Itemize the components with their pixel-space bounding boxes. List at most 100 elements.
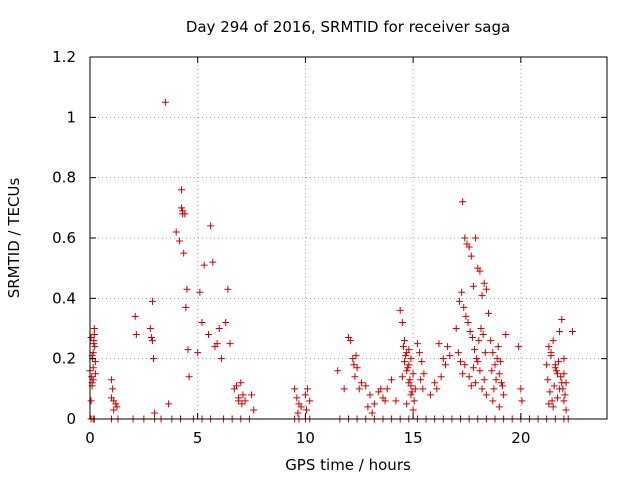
data-point: [396, 306, 404, 314]
data-point: [560, 355, 568, 363]
data-point: [404, 364, 412, 372]
data-point: [407, 355, 415, 363]
data-point: [474, 358, 482, 366]
data-point: [493, 355, 501, 363]
data-point: [406, 376, 414, 384]
data-point: [569, 328, 577, 336]
data-point: [222, 318, 230, 326]
data-point: [437, 373, 445, 381]
data-point: [435, 340, 443, 348]
data-point: [426, 391, 434, 399]
data-point: [150, 355, 158, 363]
data-point: [302, 406, 310, 414]
data-point: [557, 373, 565, 381]
data-point: [178, 186, 186, 194]
data-point: [183, 285, 191, 293]
data-point: [237, 379, 245, 387]
data-point: [370, 400, 378, 408]
data-point: [485, 309, 493, 317]
data-point: [489, 349, 497, 357]
data-point: [238, 400, 246, 408]
data-point: [431, 379, 439, 387]
data-point: [194, 349, 202, 357]
data-point: [459, 198, 467, 206]
data-point: [178, 204, 186, 212]
data-point: [91, 370, 99, 378]
x-axis-label: GPS time / hours: [285, 456, 411, 474]
y-tick-label: 0.2: [52, 350, 76, 368]
data-point: [553, 394, 561, 402]
data-point: [499, 382, 507, 390]
data-point: [473, 355, 481, 363]
data-point: [357, 379, 365, 387]
data-point: [148, 337, 156, 345]
data-point: [544, 376, 552, 384]
data-point: [561, 391, 569, 399]
data-point: [401, 358, 409, 366]
data-point: [515, 343, 523, 351]
data-point: [552, 367, 560, 375]
data-point: [403, 367, 411, 375]
data-point: [293, 394, 301, 402]
data-point: [545, 400, 553, 408]
data-point: [352, 352, 360, 360]
data-point: [409, 406, 417, 414]
data-point: [113, 403, 121, 411]
data-points: [86, 98, 577, 423]
data-point: [401, 337, 409, 345]
data-point: [362, 382, 370, 390]
data-point: [235, 394, 243, 402]
data-point: [553, 370, 561, 378]
data-point: [148, 297, 156, 305]
data-point: [381, 397, 389, 405]
data-point: [185, 373, 193, 381]
data-point: [457, 358, 465, 366]
data-point: [239, 391, 247, 399]
data-point: [548, 397, 556, 405]
x-tick-label: 10: [296, 429, 315, 447]
data-point: [455, 297, 463, 305]
data-point: [547, 349, 555, 357]
data-point: [399, 343, 407, 351]
data-point: [446, 352, 454, 360]
data-point: [200, 261, 208, 269]
chart-title: Day 294 of 2016, SRMTID for receiver sag…: [186, 18, 510, 36]
y-tick-label: 1: [66, 108, 76, 126]
data-point: [90, 325, 98, 332]
y-axis-label: SRMTID / TECUs: [5, 178, 23, 299]
data-point: [488, 367, 496, 375]
data-point: [495, 370, 503, 378]
data-point: [108, 376, 116, 384]
data-point: [364, 403, 372, 411]
data-point: [294, 409, 302, 417]
x-tick-label: 0: [85, 429, 95, 447]
data-point: [491, 361, 499, 369]
data-point: [461, 361, 469, 369]
data-point: [413, 340, 421, 348]
data-point: [184, 346, 192, 354]
data-point: [492, 376, 500, 384]
data-point: [549, 337, 557, 345]
data-point: [87, 334, 95, 342]
data-point: [132, 331, 140, 339]
data-point: [165, 400, 173, 408]
y-tick-label: 1.2: [52, 48, 76, 66]
data-point: [87, 397, 95, 405]
data-point: [368, 409, 376, 417]
data-point: [350, 361, 358, 369]
data-point: [560, 397, 568, 405]
x-tick-label: 15: [404, 429, 423, 447]
data-point: [91, 358, 99, 366]
data-point: [108, 394, 116, 402]
data-point: [306, 397, 314, 405]
data-point: [420, 370, 428, 378]
data-point: [550, 382, 558, 390]
data-point: [418, 358, 426, 366]
data-point: [403, 400, 411, 408]
data-point: [468, 334, 476, 342]
data-point: [556, 328, 564, 336]
data-point: [297, 403, 305, 411]
data-point: [349, 355, 357, 363]
y-tick-label: 0.4: [52, 289, 76, 307]
